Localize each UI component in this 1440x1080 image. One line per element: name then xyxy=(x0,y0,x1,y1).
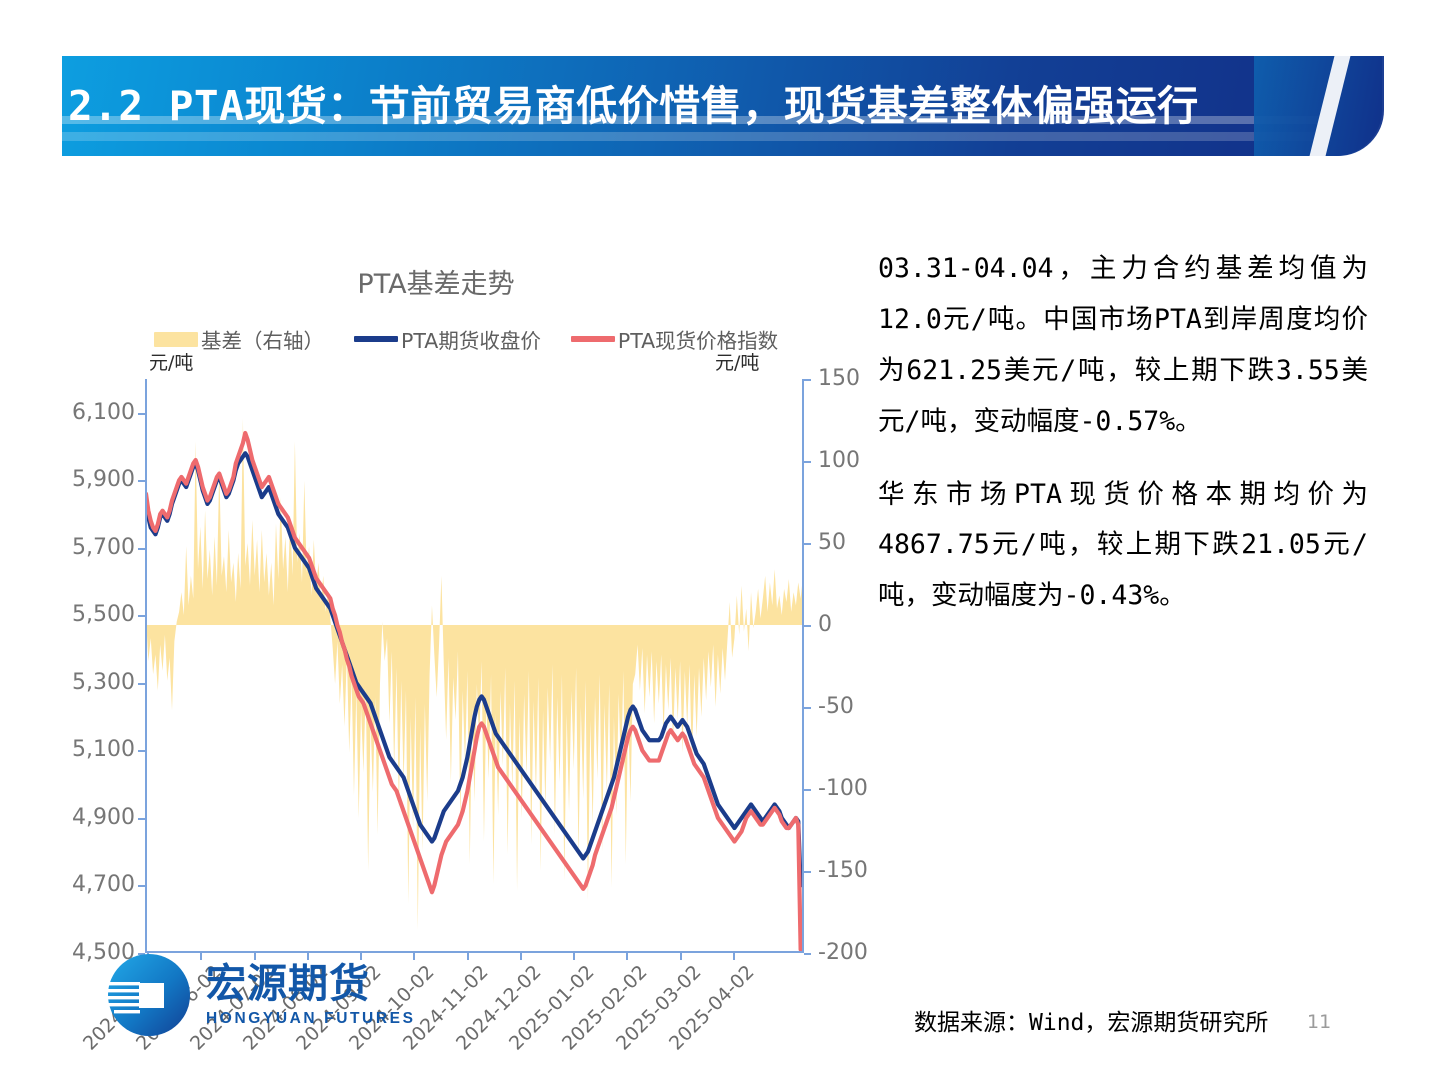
chart-title: PTA基差走势 xyxy=(357,269,515,300)
right-axis-tick xyxy=(804,707,811,709)
legend-label-spot: PTA现货价格指数 xyxy=(617,329,779,353)
right-axis-tick-label: 50 xyxy=(818,530,846,555)
page-title: 2.2 PTA现货：节前贸易商低价惜售，现货基差整体偏强运行 xyxy=(68,82,1199,130)
left-axis-tick-label: 5,300 xyxy=(72,669,135,695)
right-axis-tick-label: -50 xyxy=(818,694,854,719)
left-axis-tick-label: 5,100 xyxy=(72,737,135,763)
x-axis-tick xyxy=(679,953,682,960)
banner-decor-stripe-1 xyxy=(62,116,1322,124)
left-axis-tick-label: 5,700 xyxy=(72,534,135,560)
plot-area: 元/吨 元/吨 6,100 5,900 5,700 5,500 5,300 5,100 4,… xyxy=(72,352,868,1055)
x-axis-tick xyxy=(519,953,522,960)
plot-series-canvas xyxy=(145,379,804,953)
right-axis-tick-label: 100 xyxy=(818,448,860,473)
company-logo: 宏源期货 HONGYUAN FUTURES xyxy=(106,952,416,1038)
commentary-panel: 03.31-04.04，主力合约基差均值为12.0元/吨。中国市场PTA到岸周度… xyxy=(878,244,1368,644)
right-axis-tick xyxy=(804,379,811,381)
spot-line-series xyxy=(145,430,803,952)
commentary-paragraph-1: 03.31-04.04，主力合约基差均值为12.0元/吨。中国市场PTA到岸周度… xyxy=(878,253,1368,437)
legend-swatch-basis xyxy=(154,331,198,347)
bottom-axis-line xyxy=(145,951,804,953)
right-axis-tick xyxy=(804,871,811,873)
legend-swatch-futures xyxy=(354,336,398,342)
left-axis-tick xyxy=(138,817,145,820)
legend-item-basis[interactable]: 基差（右轴） xyxy=(154,324,324,354)
right-axis-tick xyxy=(804,953,811,955)
banner-decor-stripe-2 xyxy=(62,132,1322,141)
right-axis-tick xyxy=(804,543,811,545)
logo-english-name: HONGYUAN FUTURES xyxy=(206,1009,416,1027)
header-banner: 2.2 PTA现货：节前贸易商低价惜售，现货基差整体偏强运行 xyxy=(62,56,1384,156)
logo-chinese-name: 宏源期货 xyxy=(206,960,370,1007)
legend-item-futures[interactable]: PTA期货收盘价 xyxy=(354,324,541,354)
left-axis-tick-label: 4,500 xyxy=(72,940,135,965)
banner-background xyxy=(62,56,1382,156)
right-axis-line xyxy=(802,379,804,953)
left-axis-tick-label: 6,100 xyxy=(72,399,135,425)
legend-swatch-spot xyxy=(570,336,615,342)
logo-mark-icon xyxy=(106,952,192,1038)
x-axis-tick xyxy=(200,953,203,960)
right-axis-tick-label: -100 xyxy=(818,776,868,801)
left-axis-tick-label: 4,900 xyxy=(72,804,135,830)
x-axis-tick xyxy=(360,953,362,960)
right-axis-tick xyxy=(804,625,811,627)
x-axis-tick xyxy=(413,953,416,960)
source-note: 数据来源：Wind，宏源期货研究所 xyxy=(914,1010,1269,1036)
commentary-paragraph-2: 华东市场PTA现货价格本期均价为4867.75元/吨，较上期下跌21.05元/吨… xyxy=(878,478,1368,612)
left-axis-tick xyxy=(138,412,145,415)
left-axis-unit: 元/吨 xyxy=(149,352,194,374)
left-axis-tick-label: 5,900 xyxy=(72,467,135,493)
futures-line-series xyxy=(145,451,803,888)
left-axis-line xyxy=(145,379,147,953)
left-axis-tick xyxy=(138,682,145,685)
page-number: 11 xyxy=(1307,1011,1332,1033)
legend-item-spot[interactable]: PTA现货价格指数 xyxy=(570,324,779,354)
x-axis-tick xyxy=(306,953,309,960)
x-axis-tick xyxy=(466,953,469,960)
chart-legend: 基差（右轴） PTA期货收盘价 PTA现货价格指数 xyxy=(154,324,778,354)
x-axis-tick xyxy=(573,953,575,960)
x-axis-tick xyxy=(253,953,256,960)
left-axis-tick xyxy=(138,953,145,955)
chart-panel: PTA基差走势 基差（右轴） PTA期货收盘价 PTA现货价格指数 元/吨 元/… xyxy=(46,240,876,1055)
left-axis-tick xyxy=(138,615,145,618)
x-axis-tick xyxy=(626,953,629,960)
right-axis-tick-label: -200 xyxy=(818,940,868,965)
basis-area-series xyxy=(146,418,803,931)
left-axis-tick xyxy=(138,480,145,483)
right-axis-tick-label: 0 xyxy=(818,612,832,637)
legend-label-basis: 基差（右轴） xyxy=(201,329,324,353)
series-svg xyxy=(145,418,803,952)
logo-text: 宏源期货 HONGYUAN FUTURES xyxy=(206,964,416,1027)
left-axis-tick xyxy=(138,885,145,888)
left-axis-tick xyxy=(138,547,145,550)
right-axis-tick xyxy=(804,789,811,791)
left-axis-tick-label: 4,700 xyxy=(72,872,135,898)
right-axis-tick xyxy=(804,461,811,463)
right-axis-tick-label: 150 xyxy=(818,366,860,391)
right-axis-unit: 元/吨 xyxy=(715,352,760,374)
right-axis-tick-label: -150 xyxy=(818,858,868,883)
left-axis-tick xyxy=(138,750,145,753)
left-axis-tick-label: 5,500 xyxy=(72,602,135,628)
x-axis-tick xyxy=(732,953,735,960)
legend-label-futures: PTA期货收盘价 xyxy=(401,329,541,353)
